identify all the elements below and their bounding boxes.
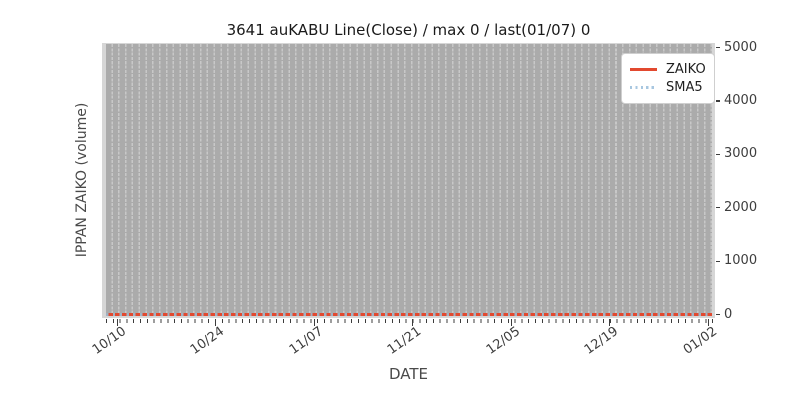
x-axis-major-tick [116, 319, 118, 326]
x-axis-major-tick [313, 319, 315, 326]
y-tick-label: 1000 [724, 253, 758, 269]
x-axis-major-tick [412, 319, 414, 326]
legend-item: ZAIKO [630, 61, 706, 78]
x-axis-major-tick [707, 319, 709, 326]
x-tick-label: 10/24 [187, 324, 228, 358]
x-tick-label: 10/10 [89, 324, 129, 358]
y-tick-mark [716, 100, 720, 102]
y-tick-mark [716, 313, 720, 316]
y-tick-mark [716, 207, 720, 209]
legend-label: SMA5 [666, 80, 703, 95]
y-axis-label-text: IPPAN ZAIKO (volume) [74, 102, 90, 258]
legend: ZAIKO SMA5 [621, 53, 715, 104]
y-tick-label: 0 [724, 306, 733, 322]
y-tick-label: 3000 [724, 146, 758, 162]
x-tick-label: 11/21 [384, 324, 425, 358]
y-tick-label: 2000 [724, 199, 758, 215]
plot-area: ZAIKO SMA5 [102, 43, 715, 318]
x-axis-major-tick [609, 319, 611, 326]
x-axis-major-tick [215, 319, 217, 326]
grid-pattern [106, 44, 712, 316]
y-tick-label: 5000 [724, 39, 758, 55]
x-tick-label: 01/02 [680, 324, 720, 358]
legend-label: ZAIKO [666, 62, 706, 77]
y-tick-label: 4000 [724, 92, 758, 108]
x-axis-minor-ticks [106, 319, 714, 323]
zaiko-legend-swatch [630, 68, 657, 71]
sma5-legend-swatch [630, 86, 657, 89]
x-tick-label: 11/07 [286, 324, 326, 358]
legend-item: SMA5 [630, 79, 705, 96]
x-tick-label: 12/19 [581, 324, 622, 358]
y-tick-mark [716, 153, 720, 155]
x-tick-label: 12/05 [483, 324, 523, 358]
x-axis-major-tick [510, 319, 512, 326]
y-tick-mark [716, 46, 720, 49]
sma5-line [106, 313, 712, 316]
y-tick-mark [716, 260, 720, 262]
x-axis-label: DATE [388, 365, 429, 383]
chart-title: 3641 auKABU Line(Close) / max 0 / last(0… [226, 21, 591, 39]
